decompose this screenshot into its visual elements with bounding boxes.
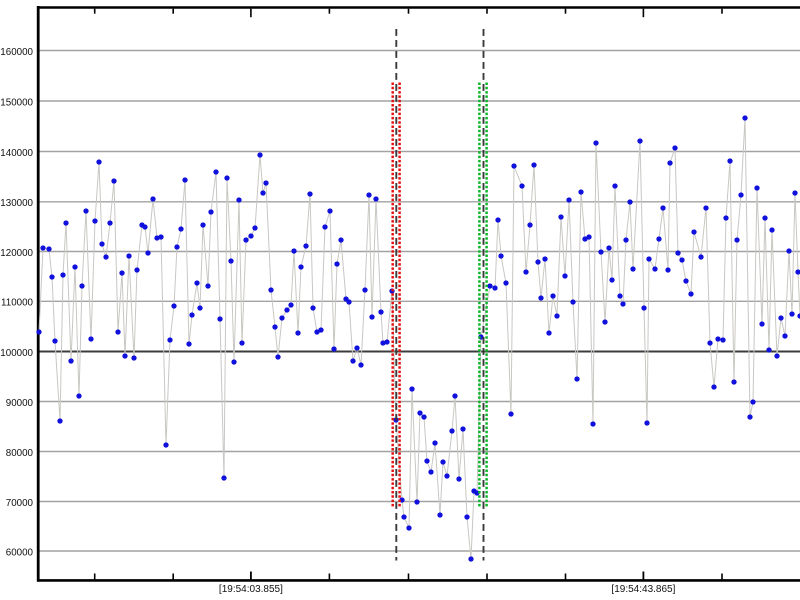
svg-text:70000: 70000 [6,498,34,509]
svg-text:80000: 80000 [6,448,34,459]
svg-text:160000: 160000 [0,47,33,58]
svg-text:100000: 100000 [0,348,33,359]
svg-text:140000: 140000 [0,148,33,159]
svg-text:110000: 110000 [1,298,34,309]
svg-text:90000: 90000 [6,398,34,409]
svg-text:[19:54:43.865]: [19:54:43.865] [611,584,675,595]
svg-text:130000: 130000 [0,198,33,209]
svg-text:60000: 60000 [6,547,34,558]
svg-text:120000: 120000 [0,248,33,259]
svg-text:150000: 150000 [0,97,33,108]
svg-text:[19:54:03.855]: [19:54:03.855] [219,584,283,595]
